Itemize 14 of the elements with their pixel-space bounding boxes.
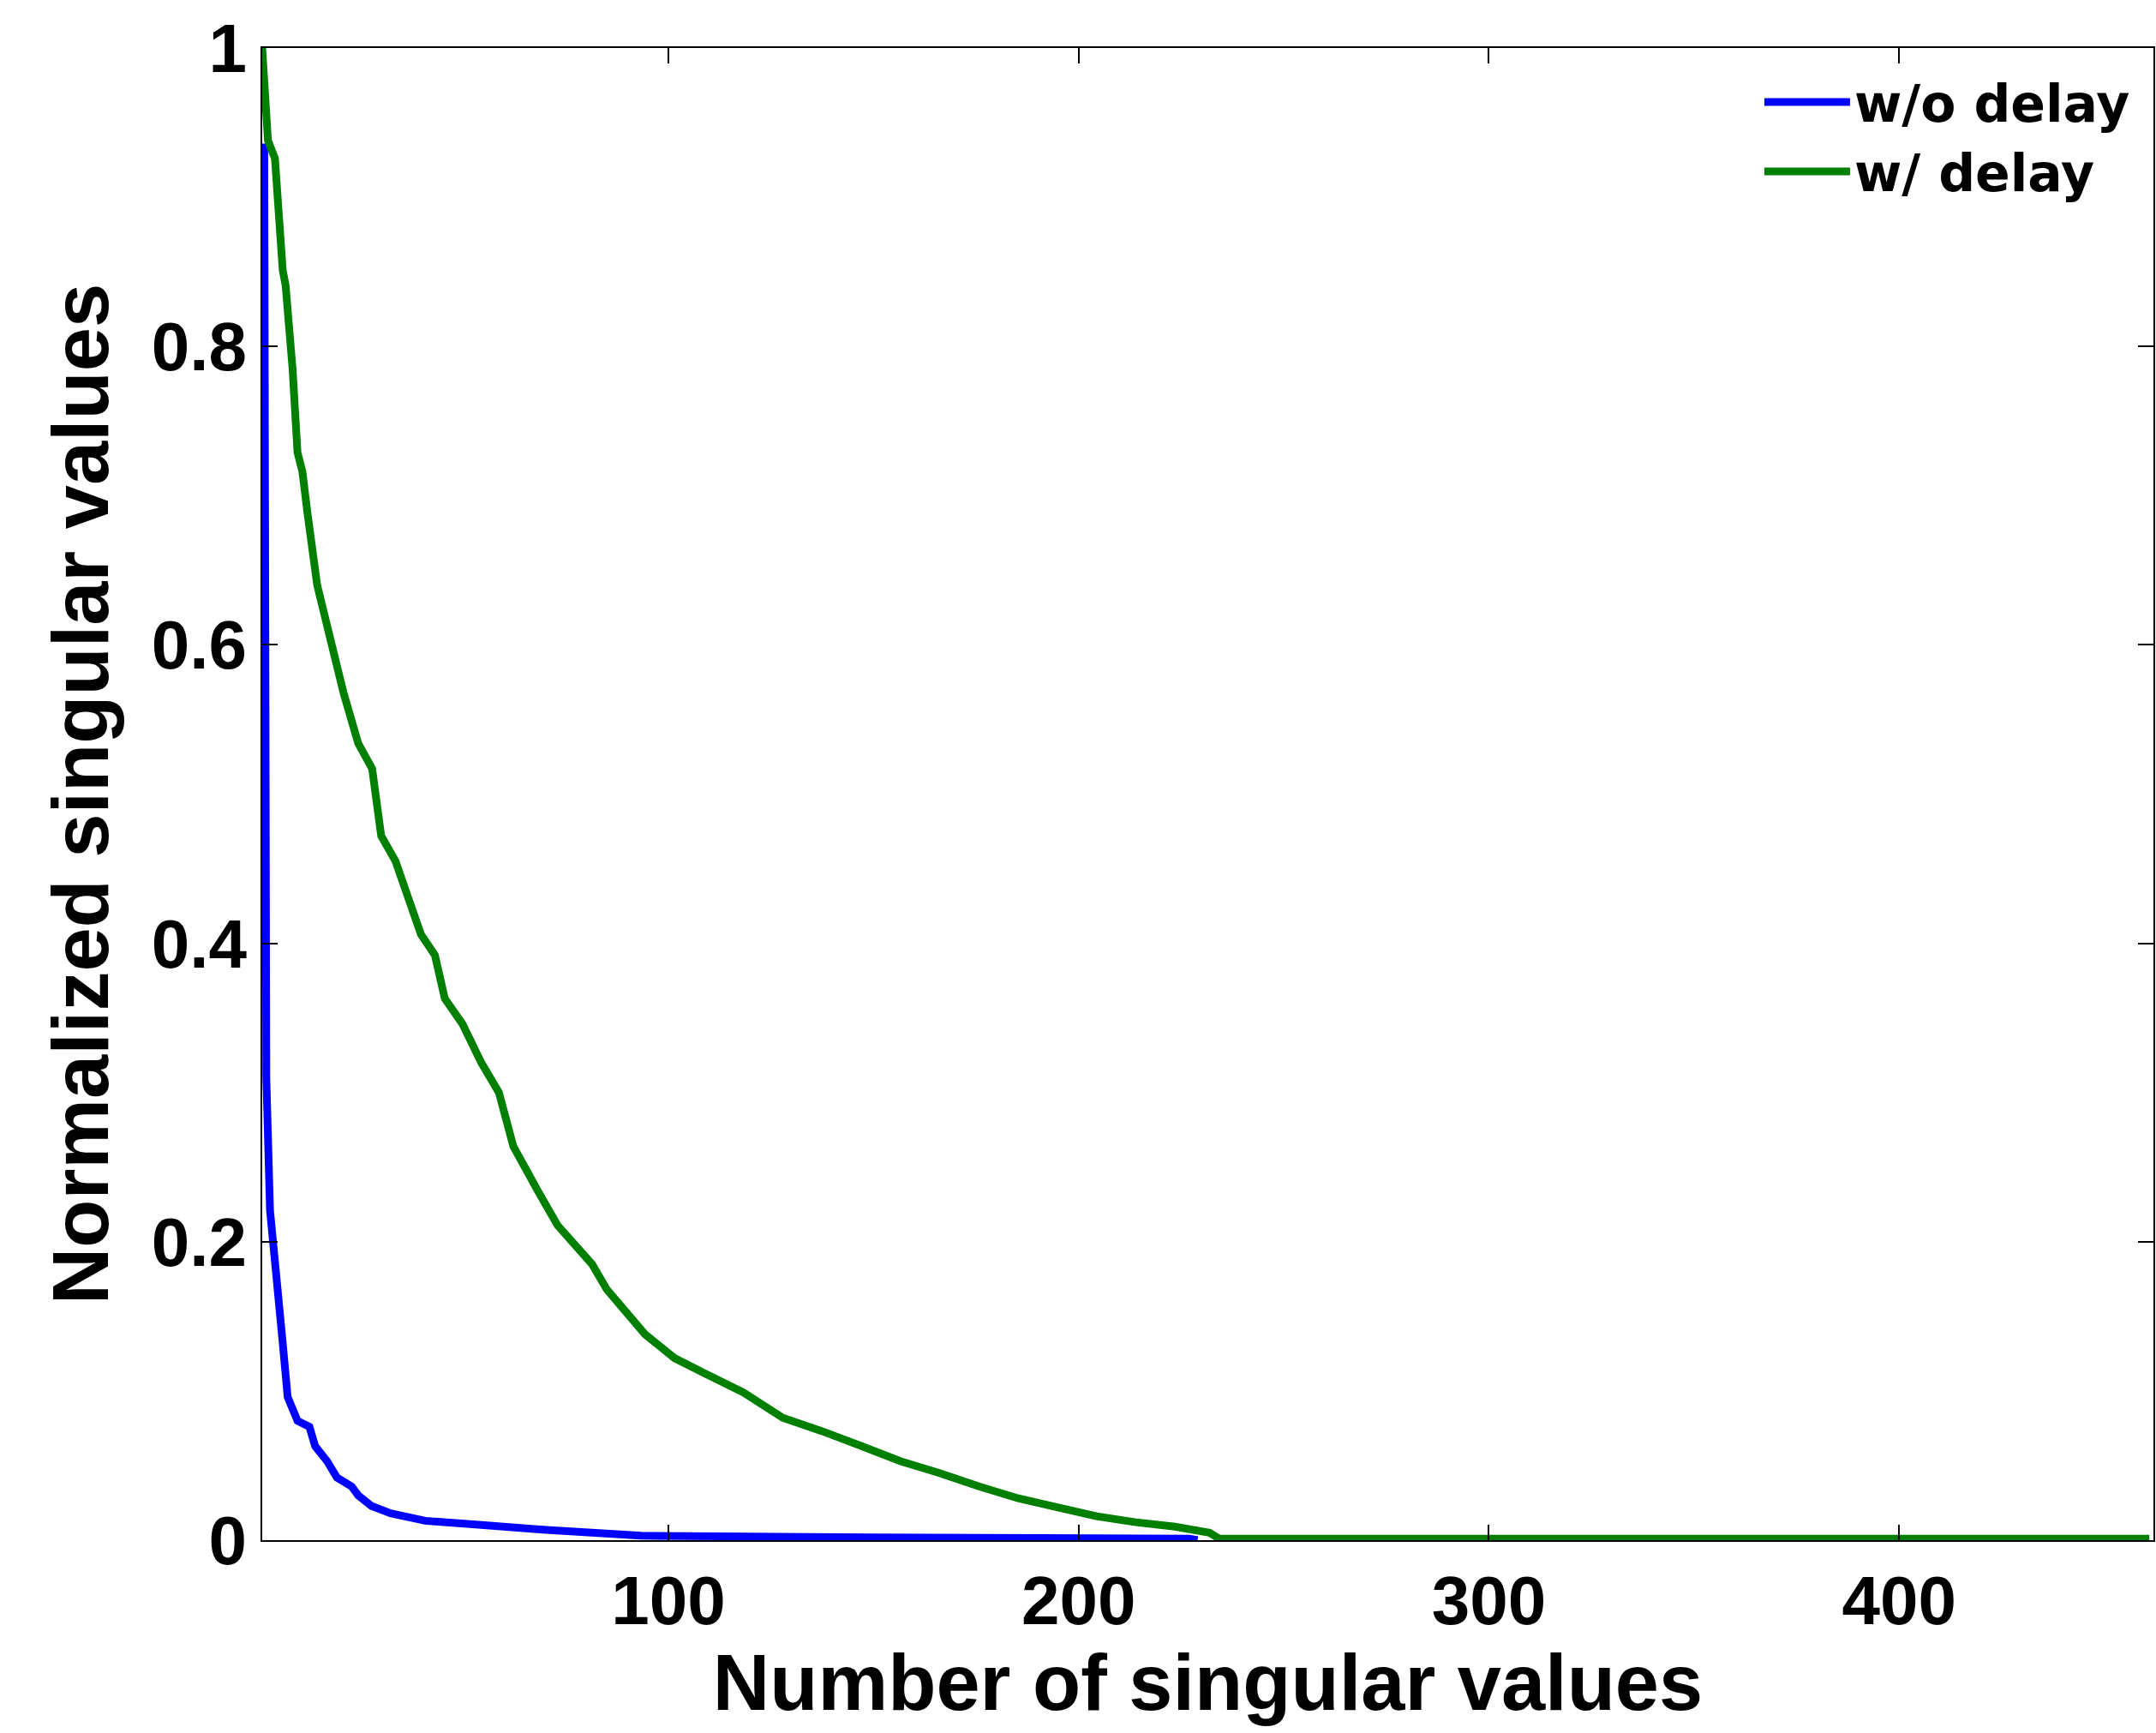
x-tick-label: 200 bbox=[1021, 1562, 1136, 1639]
y-tick-label: 1 bbox=[208, 10, 247, 87]
y-tick-label: 0.4 bbox=[151, 905, 248, 982]
x-tick-label: 100 bbox=[611, 1562, 726, 1639]
x-tick-label: 400 bbox=[1842, 1562, 1956, 1639]
y-tick-label: 0.2 bbox=[151, 1203, 247, 1280]
y-tick-label: 0 bbox=[208, 1502, 247, 1579]
x-axis-title: Number of singular values bbox=[712, 1639, 1704, 1726]
x-tick-label: 300 bbox=[1431, 1562, 1547, 1639]
y-tick-label: 0.6 bbox=[151, 607, 247, 684]
y-axis-title: Normalized singular values bbox=[36, 283, 124, 1305]
y-tick-label: 0.8 bbox=[151, 309, 247, 386]
legend-label: w/ delay bbox=[1854, 143, 2095, 204]
legend-label: w/o delay bbox=[1854, 74, 2130, 135]
